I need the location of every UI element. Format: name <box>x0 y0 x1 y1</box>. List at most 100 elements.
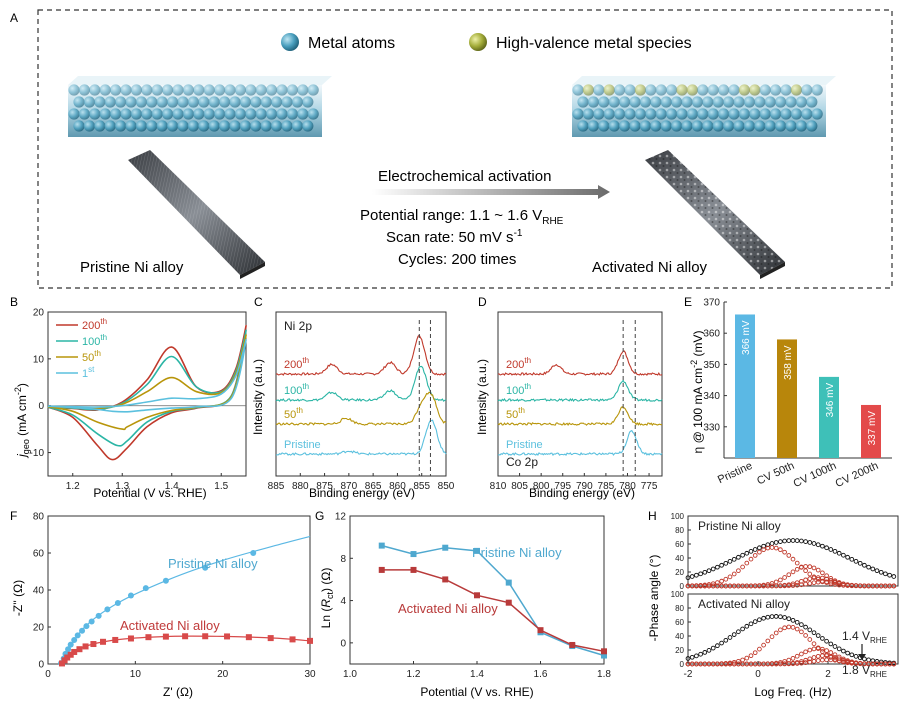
bode-point <box>794 560 800 566</box>
metal-atom <box>208 120 220 132</box>
rct-point <box>537 627 544 634</box>
metal-atom <box>681 120 693 132</box>
bode-point <box>727 558 733 564</box>
bode-point <box>820 570 825 576</box>
bode-point <box>811 541 817 546</box>
bode-point <box>828 650 834 655</box>
metal-atom <box>187 120 199 132</box>
nyquist-x-tick-label: 0 <box>45 669 51 680</box>
rct-point <box>378 566 385 573</box>
metal-atom <box>806 96 818 108</box>
bode-point <box>723 560 729 566</box>
metal-atom <box>224 108 236 120</box>
xps-x-tick-label: 855 <box>413 481 430 492</box>
cv-y-tick-label: -10 <box>30 448 45 459</box>
rct-x-tick-label: 1.4 <box>470 669 484 680</box>
metal-atom <box>286 108 298 120</box>
bar-category-label: CV 50th <box>755 460 796 488</box>
bode-arrow-head <box>858 654 866 660</box>
metal-atom <box>99 108 111 120</box>
nyquist-point <box>104 606 111 613</box>
bode-point <box>891 574 897 579</box>
panel-c: C Intensity (a.u.) Binding energy (eV) 8… <box>251 295 455 500</box>
bode-point <box>794 582 800 588</box>
nyquist-pristine-label: Pristine Ni alloy <box>168 556 258 571</box>
nyquist-point <box>127 592 134 599</box>
metal-atom <box>224 84 236 96</box>
metal-atom <box>619 96 631 108</box>
co2p-plot-area: 810 805 800 795 790 785 780 775 200th 100th 50th Pr… <box>490 311 663 492</box>
bode-point <box>744 623 750 629</box>
xps-axes-frame <box>275 311 447 477</box>
bode-point <box>765 542 771 548</box>
nyquist-point <box>267 635 274 642</box>
bode-point <box>828 578 834 583</box>
metal-atom <box>801 108 813 120</box>
rct-line <box>381 544 605 657</box>
metal-atom <box>260 120 272 132</box>
metal-atom <box>738 108 751 120</box>
metal-atom <box>182 108 194 120</box>
metal-atom <box>660 96 672 108</box>
bode-point <box>799 622 804 627</box>
xps-spectrum-200th <box>275 334 447 376</box>
bode-point <box>689 574 695 579</box>
bode-point <box>807 581 813 586</box>
panel-g: G Ln (Rct) (Ω) Potential (V vs. RHE) 1.0… <box>315 509 611 699</box>
metal-atom <box>302 96 314 108</box>
cv-plot-area: 1.2 1.3 1.4 1.5 -10 0 10 20 <box>30 308 247 492</box>
bode-point <box>891 661 897 667</box>
bode-point <box>815 658 821 663</box>
metal-atom <box>83 120 95 132</box>
metal-atom <box>219 120 231 132</box>
nyquist-point <box>250 550 257 556</box>
bode-y-tick-label: 100 <box>671 512 685 521</box>
bode-point <box>891 583 897 589</box>
bode-point <box>832 548 838 554</box>
metal-atom <box>754 120 766 132</box>
metal-atom <box>582 108 595 120</box>
nyquist-x-tick-label: 20 <box>217 669 229 680</box>
bode-point <box>778 547 783 553</box>
rct-x-tick-label: 1.6 <box>534 669 548 680</box>
metal-atom <box>795 120 808 132</box>
xps-x-tick-label: 875 <box>316 481 333 492</box>
metal-atom <box>73 96 85 108</box>
bode-point <box>786 538 792 543</box>
bode-point <box>807 571 813 577</box>
bode-point <box>794 580 800 586</box>
bode-point <box>866 564 871 570</box>
bar-CV 100th <box>819 376 839 458</box>
rct-x-tick-label: 1.0 <box>343 669 357 680</box>
bode-point <box>824 576 829 582</box>
xps-x-tick-label: 785 <box>598 481 615 492</box>
nyquist-point <box>67 641 74 648</box>
metal-atom <box>177 120 189 132</box>
cv-curve-100th <box>47 329 247 447</box>
xps-x-tick-label: 860 <box>389 481 406 492</box>
metal-atom <box>110 84 122 96</box>
panel-c-ylabel: Intensity (a.u.) <box>251 359 265 435</box>
cv-y-tick-label: 10 <box>33 354 45 365</box>
bode-point <box>778 627 783 633</box>
bode-point <box>731 571 737 577</box>
metal-atom <box>239 120 251 132</box>
metal-atom <box>89 108 101 120</box>
metal-atom <box>135 96 147 108</box>
cv-legend-label: 1st <box>82 365 95 380</box>
xps-x-tick-label: 780 <box>619 481 636 492</box>
metal-atom <box>78 84 90 96</box>
rct-y-tick-label: 8 <box>340 554 346 565</box>
metal-atom <box>172 108 184 120</box>
metal-atom <box>650 96 662 108</box>
bode-point <box>836 646 842 652</box>
metal-atom <box>302 120 314 132</box>
bode-point <box>736 629 741 635</box>
metal-atom <box>707 84 719 96</box>
cv-axes-frame <box>47 311 247 477</box>
metal-atom <box>728 108 740 120</box>
bode-point <box>706 568 712 574</box>
bode-point <box>832 657 838 663</box>
cv-x-tick-label: 1.2 <box>66 481 80 492</box>
metal-atom <box>619 120 631 132</box>
